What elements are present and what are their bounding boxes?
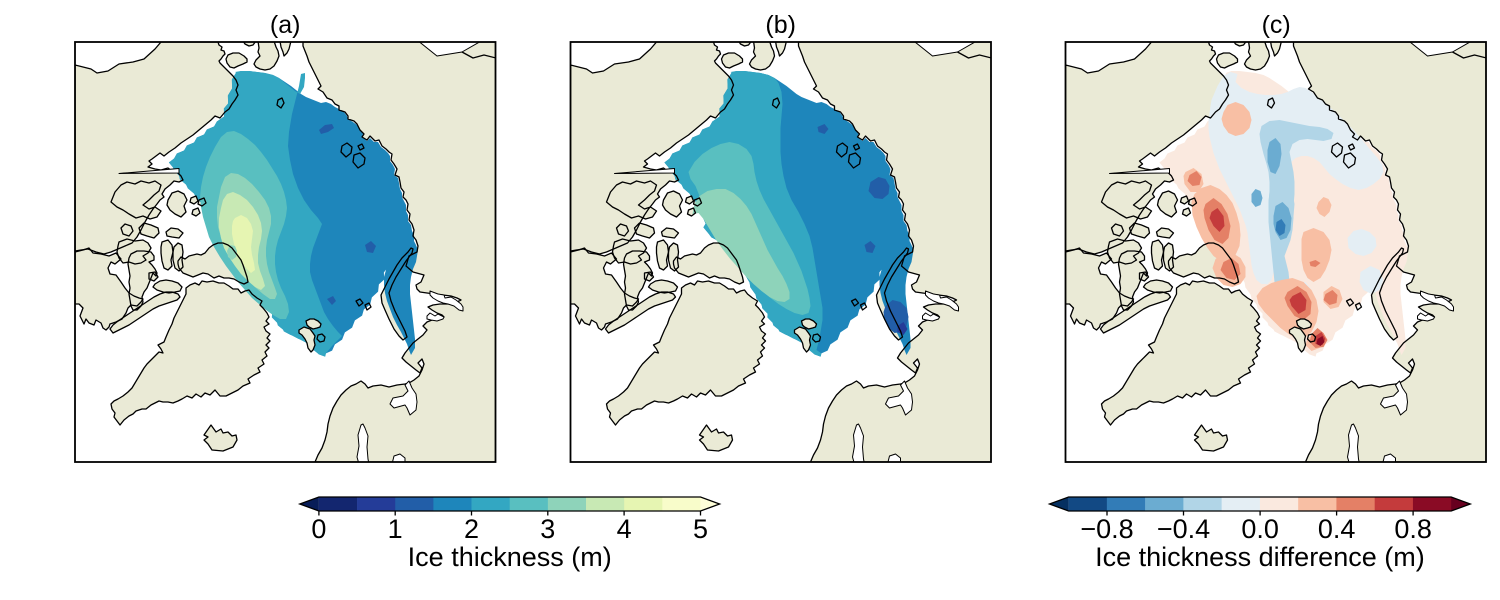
svg-text:3: 3 xyxy=(540,514,555,544)
svg-text:0.0: 0.0 xyxy=(1241,514,1279,544)
svg-text:(b): (b) xyxy=(765,11,796,39)
svg-text:0: 0 xyxy=(311,514,326,544)
svg-text:Ice thickness (m): Ice thickness (m) xyxy=(408,542,612,572)
svg-text:0.4: 0.4 xyxy=(1318,514,1356,544)
svg-text:4: 4 xyxy=(617,514,632,544)
svg-text:5: 5 xyxy=(693,514,708,544)
svg-text:1: 1 xyxy=(388,514,403,544)
svg-text:(c): (c) xyxy=(1262,11,1291,39)
svg-text:Ice thickness difference (m): Ice thickness difference (m) xyxy=(1095,542,1425,572)
svg-text:−0.8: −0.8 xyxy=(1080,514,1133,544)
svg-text:−0.4: −0.4 xyxy=(1157,514,1210,544)
svg-text:0.8: 0.8 xyxy=(1394,514,1432,544)
svg-text:2: 2 xyxy=(464,514,479,544)
svg-text:(a): (a) xyxy=(270,11,301,39)
